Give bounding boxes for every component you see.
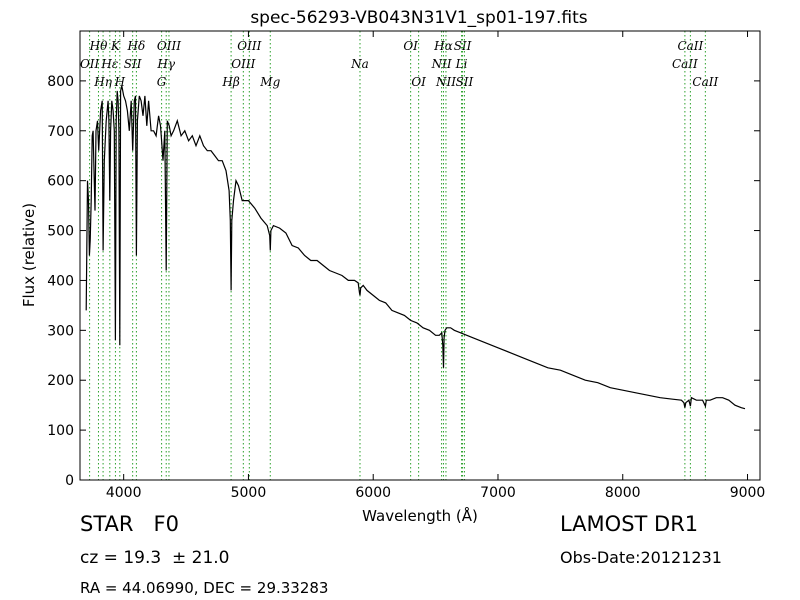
y-axis-label: Flux (relative) xyxy=(20,203,38,307)
chart-title: spec-56293-VB043N31V1_sp01-197.fits xyxy=(250,8,587,28)
spectral-line-label: Hγ xyxy=(156,57,175,71)
spectral-line-label: CaII xyxy=(677,39,703,53)
y-tick-label: 100 xyxy=(47,423,74,439)
spectral-line-label: Hε xyxy=(100,57,118,71)
y-tick-label: 600 xyxy=(47,174,74,190)
spectral-line-label: SII xyxy=(124,57,142,71)
spectral-line-label: SII xyxy=(454,39,472,53)
spectral-line-label: OI xyxy=(403,39,418,53)
y-tick-label: 800 xyxy=(47,74,74,90)
y-tick-label: 300 xyxy=(47,323,74,339)
spectral-line-label: NII xyxy=(431,57,452,71)
spectral-line-label: H xyxy=(114,75,126,89)
spectral-line-label: Hθ xyxy=(89,39,108,53)
axis-ticks: 4000 5000 6000 7000 8000 9000 0 100 200 300 400 500… xyxy=(47,31,765,501)
x-tick-label: 7000 xyxy=(480,485,516,501)
spectral-line-label: CaII xyxy=(672,57,698,71)
spectral-line-label: SII xyxy=(456,75,474,89)
spectral-line-label: Li xyxy=(455,57,468,71)
y-tick-label: 0 xyxy=(65,473,74,489)
plot-frame xyxy=(79,30,761,481)
spectral-line-label: Hα xyxy=(433,39,453,53)
x-axis-label: Wavelength (Å) xyxy=(362,506,478,525)
x-tick-label: 4000 xyxy=(106,485,142,501)
x-tick-label: 9000 xyxy=(730,485,766,501)
redshift-label: cz = 19.3 ± 21.0 xyxy=(80,548,230,568)
spectral-line-label: CaII xyxy=(692,75,718,89)
y-tick-label: 500 xyxy=(47,224,74,240)
spectral-line-label: G xyxy=(157,75,167,89)
spectral-line-label: Hδ xyxy=(127,39,146,53)
spectral-line-label: OII xyxy=(80,57,100,71)
spectral-line-label: OIII xyxy=(237,39,261,53)
spectral-line-label: Hη xyxy=(93,75,112,89)
spectral-line-markers: OII Hθ Hη Hε K H SII Hδ G Hγ OIII Hβ OIII OIII Mg Na OI O… xyxy=(80,31,719,480)
spectral-line-label: Hβ xyxy=(221,75,239,89)
spectral-line-label: OIII xyxy=(231,57,255,71)
y-tick-label: 700 xyxy=(47,124,74,140)
y-tick-label: 200 xyxy=(47,373,74,389)
spectral-line-label: OI xyxy=(411,75,426,89)
x-tick-label: 5000 xyxy=(231,485,267,501)
spectral-line-label: NII xyxy=(435,75,456,89)
spectral-line-label: K xyxy=(110,39,121,53)
spectrum-line xyxy=(85,85,746,410)
x-tick-label: 6000 xyxy=(355,485,391,501)
spectral-line-label: Mg xyxy=(259,75,280,89)
obs-date-label: Obs-Date:20121231 xyxy=(560,548,722,567)
y-tick-label: 400 xyxy=(47,273,74,289)
x-tick-label: 8000 xyxy=(605,485,641,501)
coordinates-label: RA = 44.06990, DEC = 29.33283 xyxy=(80,579,329,597)
spectral-line-label: Na xyxy=(350,57,369,71)
survey-label: LAMOST DR1 xyxy=(560,512,699,536)
spectral-line-label: OIII xyxy=(157,39,181,53)
object-class-label: STAR F0 xyxy=(80,512,179,536)
